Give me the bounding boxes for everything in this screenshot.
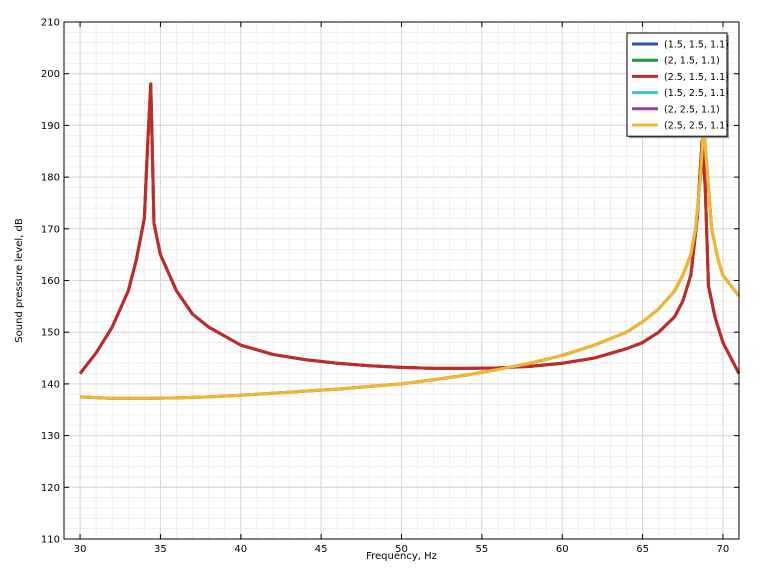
y-tick-label: 120 [41,483,60,494]
legend-label: (2.5, 2.5, 1.1) [664,121,729,132]
y-tick-label: 210 [41,18,60,29]
y-tick-label: 110 [41,535,60,546]
x-axis-label: Frequency, Hz [366,551,437,562]
x-tick-label: 55 [475,544,488,555]
x-tick-label: 30 [74,544,87,555]
x-axis-ticks: 30 35 40 45 50 55 60 65 70 [74,22,730,555]
y-tick-label: 200 [41,69,60,80]
x-tick-label: 45 [315,544,328,555]
x-tick-label: 70 [717,544,730,555]
y-tick-label: 140 [41,379,60,390]
x-tick-label: 60 [556,544,569,555]
y-axis-ticks: 110 120 130 140 150 160 170 180 190 200 210 [41,18,739,546]
x-tick-label: 50 [395,544,408,555]
y-tick-label: 130 [41,431,60,442]
y-tick-label: 160 [41,276,60,287]
y-axis-label: Sound pressure level, dB [14,218,25,343]
legend-label: (2.5, 1.5, 1.1) [664,72,729,83]
legend-box [626,32,728,137]
legend-label: (2, 2.5, 1.1) [664,104,720,115]
x-tick-label: 40 [234,544,247,555]
legend-label: (2, 1.5, 1.1) [664,56,720,67]
series-layer [78,82,741,400]
y-tick-label: 170 [41,224,60,235]
series-line-6 [79,123,741,400]
x-tick-label: 65 [636,544,649,555]
y-tick-label: 150 [41,328,60,339]
y-tick-label: 180 [41,173,60,184]
legend-label: (1.5, 1.5, 1.1) [664,40,729,51]
legend: (1.5, 1.5, 1.1) (2, 1.5, 1.1) (2.5, 1.5, 1… [626,32,729,139]
y-tick-label: 190 [41,121,60,132]
x-tick-label: 35 [154,544,167,555]
legend-label: (1.5, 2.5, 1.1) [664,88,729,99]
